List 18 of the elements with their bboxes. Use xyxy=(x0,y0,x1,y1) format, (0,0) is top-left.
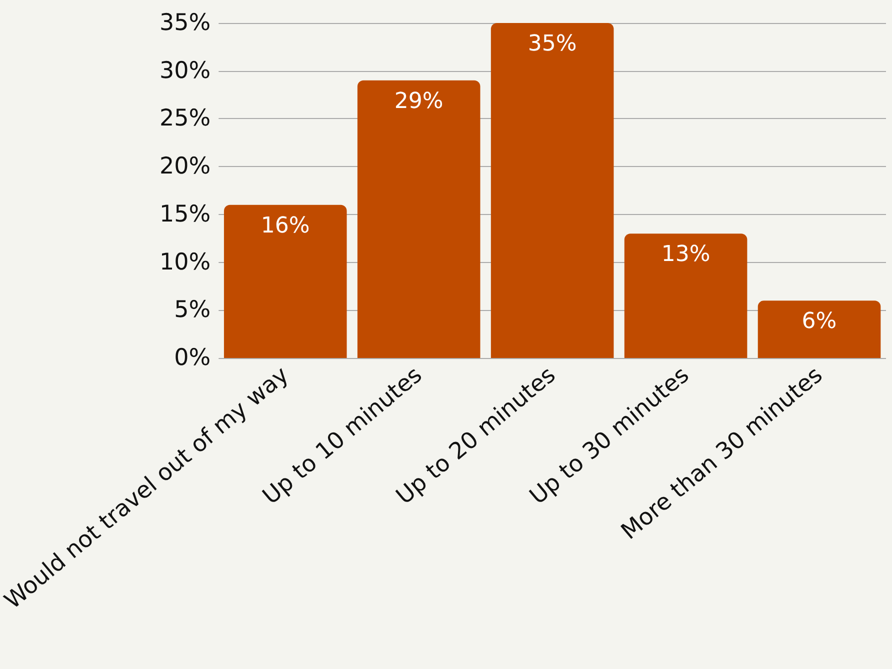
y-tick-label: 5% xyxy=(174,297,211,324)
y-tick-label: 20% xyxy=(160,154,211,180)
data-label: 35% xyxy=(528,32,577,56)
y-tick-label: 0% xyxy=(174,345,211,371)
data-label: 16% xyxy=(260,213,310,238)
bar xyxy=(758,300,881,358)
bar xyxy=(357,80,480,358)
y-tick-label: 30% xyxy=(160,58,211,84)
y-tick-label: 35% xyxy=(160,10,211,36)
bar xyxy=(490,23,614,358)
y-tick-label: 15% xyxy=(160,201,211,228)
data-label: 6% xyxy=(802,309,837,334)
data-label: 13% xyxy=(661,242,710,268)
y-tick-label: 25% xyxy=(160,106,211,132)
bar xyxy=(224,204,347,358)
y-tick-label: 10% xyxy=(160,249,211,276)
bar xyxy=(624,234,748,358)
data-label: 29% xyxy=(394,88,444,114)
